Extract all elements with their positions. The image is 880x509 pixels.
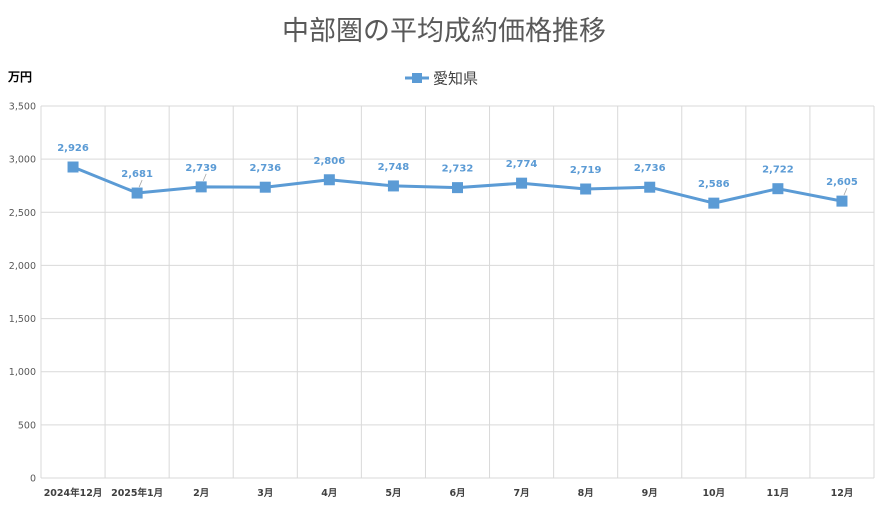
data-point-marker bbox=[259, 181, 271, 193]
data-point-marker bbox=[387, 180, 399, 192]
x-tick-label: 10月 bbox=[702, 488, 725, 499]
data-point-marker bbox=[772, 183, 784, 195]
data-label: 2,736 bbox=[634, 163, 666, 174]
y-axis-ticks: 0 500 1,000 1,500 2,000 2,500 3,000 3,500 bbox=[9, 102, 36, 485]
legend-label: 愛知県 bbox=[433, 70, 478, 88]
x-tick-label: 8月 bbox=[578, 488, 594, 499]
x-tick-label: 9月 bbox=[642, 488, 658, 499]
data-label: 2,736 bbox=[249, 163, 281, 174]
x-tick-label: 2025年1月 bbox=[111, 487, 163, 499]
x-tick-label: 12月 bbox=[831, 488, 854, 499]
data-label-leader bbox=[138, 179, 143, 188]
x-tick-label: 3月 bbox=[257, 488, 273, 499]
data-label: 2,722 bbox=[762, 165, 794, 176]
data-label-leader bbox=[843, 187, 848, 196]
y-tick-label: 3,000 bbox=[9, 155, 36, 166]
x-tick-label: 5月 bbox=[385, 488, 401, 499]
data-label: 2,748 bbox=[378, 162, 410, 173]
data-label: 2,605 bbox=[826, 177, 858, 188]
y-tick-label: 500 bbox=[18, 420, 36, 431]
data-point-marker bbox=[131, 187, 143, 199]
y-tick-label: 2,000 bbox=[9, 261, 36, 272]
data-label: 2,739 bbox=[185, 163, 217, 174]
x-axis-ticks: 2024年12月 2025年1月 2月 3月 4月 5月 6月 7月 8月 9月 10月 11月 12月 bbox=[44, 487, 854, 499]
data-point-marker bbox=[516, 177, 528, 189]
y-tick-label: 3,500 bbox=[9, 102, 36, 113]
data-label: 2,732 bbox=[442, 164, 474, 175]
x-tick-label: 2024年12月 bbox=[44, 487, 103, 499]
grid bbox=[40, 105, 875, 479]
y-tick-label: 1,500 bbox=[9, 314, 36, 325]
data-point-marker bbox=[323, 174, 335, 186]
data-point-marker bbox=[708, 197, 720, 209]
x-tick-label: 2月 bbox=[193, 488, 209, 499]
data-point-marker bbox=[836, 195, 848, 207]
x-tick-label: 7月 bbox=[514, 488, 530, 499]
y-tick-label: 1,000 bbox=[9, 367, 36, 378]
y-axis-unit: 万円 bbox=[7, 70, 32, 84]
legend-marker bbox=[412, 73, 422, 83]
series bbox=[67, 161, 848, 209]
data-label: 2,806 bbox=[314, 156, 346, 167]
x-tick-label: 6月 bbox=[449, 488, 465, 499]
data-label-leader bbox=[202, 173, 207, 182]
data-point-marker bbox=[452, 182, 463, 194]
x-tick-label: 11月 bbox=[767, 488, 790, 499]
data-label: 2,586 bbox=[698, 179, 730, 190]
y-tick-label: 2,500 bbox=[9, 208, 36, 219]
data-label: 2,926 bbox=[57, 143, 89, 154]
data-label: 2,774 bbox=[506, 159, 538, 170]
legend: 愛知県 bbox=[405, 70, 478, 88]
x-tick-label: 4月 bbox=[321, 488, 337, 499]
data-labels: 2,926 2,681 2,739 2,736 2,806 2,748 2,732 2,774… bbox=[57, 143, 858, 196]
data-point-marker bbox=[580, 183, 592, 195]
data-point-marker bbox=[67, 161, 79, 173]
data-label: 2,681 bbox=[121, 169, 153, 180]
chart-title: 中部圏の平均成約価格推移 bbox=[282, 16, 606, 47]
data-label: 2,719 bbox=[570, 165, 602, 176]
data-point-marker bbox=[195, 181, 207, 193]
data-point-marker bbox=[644, 181, 656, 193]
y-tick-label: 0 bbox=[30, 474, 36, 485]
